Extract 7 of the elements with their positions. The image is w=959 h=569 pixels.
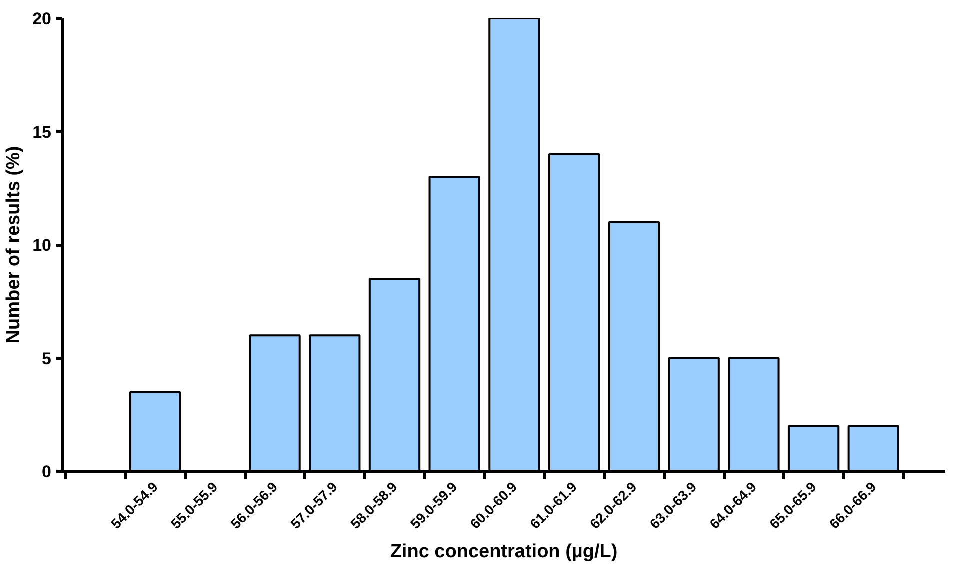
y-tick-label: 20 <box>32 10 52 28</box>
y-tick-label: 0 <box>42 462 52 482</box>
y-tick-label: 10 <box>32 236 52 255</box>
y-axis-title: Number of results (%) <box>4 146 25 344</box>
x-axis-title: Zinc concentration (µg/L) <box>390 541 618 562</box>
y-tick-label: 15 <box>32 122 52 142</box>
y-tick-label: 5 <box>42 349 52 368</box>
